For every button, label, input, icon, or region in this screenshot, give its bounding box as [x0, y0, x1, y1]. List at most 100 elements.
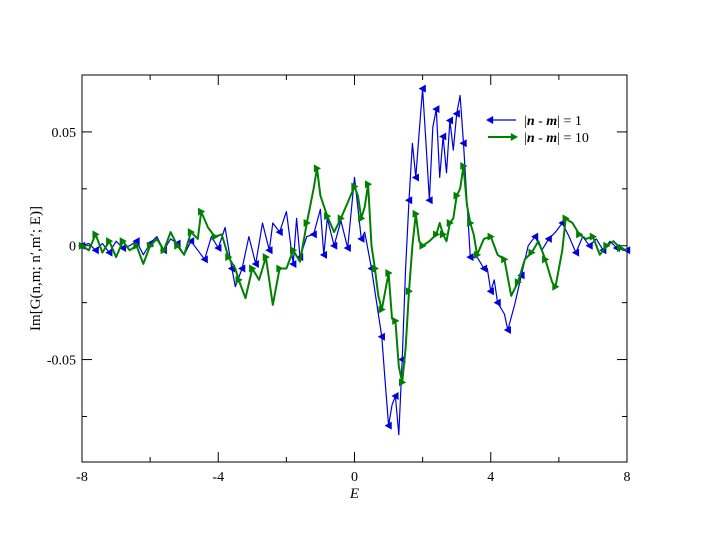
data-point-marker [418, 84, 426, 93]
legend-label-part: | [524, 114, 527, 129]
data-point-marker [531, 232, 539, 241]
data-point-marker [324, 212, 332, 221]
data-point-marker [385, 269, 393, 278]
data-point-marker [425, 196, 433, 205]
data-point-marker [446, 218, 454, 227]
legend-entry-1: |n - m| = 1 [486, 114, 582, 129]
data-point-marker [378, 305, 386, 314]
data-point-marker [562, 214, 570, 223]
data-point-marker [105, 248, 113, 257]
data-point-marker [319, 250, 328, 259]
legend-label-part: - [535, 131, 547, 146]
legend-label: |n - m| = 1 [524, 114, 582, 129]
data-point-marker [460, 162, 468, 171]
data-point-marker [91, 246, 99, 255]
legend-label-part: = 1 [560, 114, 582, 129]
data-point-marker [330, 241, 338, 250]
data-point-marker [433, 230, 441, 239]
data-point-marker [405, 287, 413, 296]
data-point-marker [211, 232, 219, 241]
data-point-marker [214, 244, 222, 253]
data-point-marker [118, 244, 127, 253]
data-point-marker [419, 241, 427, 250]
y-tick-label: 0 [69, 240, 76, 255]
data-point-marker [473, 250, 482, 259]
data-point-marker [616, 244, 625, 253]
data-point-marker [132, 237, 140, 246]
data-point-marker [313, 164, 322, 173]
data-point-marker [174, 241, 182, 250]
data-point-marker [384, 421, 392, 430]
data-point-marker [571, 248, 580, 257]
data-point-marker [106, 237, 114, 246]
data-point-marker [405, 196, 413, 205]
data-point-marker [453, 191, 461, 200]
data-point-marker [343, 244, 351, 253]
x-tick-label: -4 [212, 470, 224, 485]
data-point-marker [364, 180, 373, 189]
data-point-marker [133, 241, 141, 250]
data-point-marker [377, 332, 385, 341]
data-point-marker [439, 132, 447, 141]
data-point-marker [265, 246, 273, 255]
data-point-marker [251, 259, 259, 268]
data-point-marker [309, 230, 317, 239]
data-point-marker [198, 207, 206, 216]
legend-label: |n - m| = 10 [524, 131, 589, 146]
data-point-marker [589, 232, 597, 241]
data-point-marker [249, 264, 257, 273]
series-line [81, 165, 628, 384]
legend-label-part: - [535, 114, 547, 129]
data-point-marker [392, 316, 400, 325]
data-point-marker [411, 173, 420, 182]
series-layer [78, 84, 631, 436]
data-point-marker [398, 378, 407, 387]
data-point-marker [146, 241, 155, 250]
axes: -8 -4 0 4 8 -0.05 0 0.05 E Im[G(n,m; n′,m′; E)] [28, 74, 631, 502]
data-point-marker [92, 230, 100, 239]
x-tick-label: 8 [624, 470, 631, 485]
series-2 [78, 162, 628, 387]
data-point-marker [459, 139, 467, 148]
data-point-marker [351, 182, 359, 191]
data-point-marker [439, 230, 448, 239]
legend-label-part: | [557, 114, 560, 129]
y-tick-label: -0.05 [47, 354, 76, 369]
data-point-marker [412, 209, 420, 218]
data-point-marker [200, 255, 208, 264]
data-point-marker [391, 391, 399, 400]
legend-label-part: m [546, 131, 557, 146]
x-axis-label: E [349, 486, 359, 502]
data-point-marker [187, 228, 195, 237]
legend-entry-2: |n - m| = 10 [488, 131, 589, 146]
y-tick-label: 0.05 [52, 126, 77, 141]
data-point-marker [275, 228, 283, 237]
data-point-marker [160, 246, 168, 255]
data-point-marker [542, 255, 550, 264]
data-point-marker [78, 241, 86, 250]
data-point-marker [238, 264, 246, 273]
data-point-marker [432, 105, 440, 114]
data-point-marker [119, 237, 127, 246]
legend-label-part: | [524, 131, 527, 146]
legend-label-part: | [557, 131, 560, 146]
legend-label-part: n [527, 131, 535, 146]
data-point-marker [552, 282, 560, 291]
x-tick-label: 4 [487, 470, 494, 485]
legend-marker [486, 116, 494, 124]
data-point-marker [276, 264, 284, 273]
x-tick-label: -8 [76, 470, 88, 485]
data-point-marker [503, 325, 511, 334]
data-point-marker [358, 214, 366, 223]
data-point-marker [585, 241, 593, 250]
data-point-marker [493, 298, 501, 307]
legend-label-part: n [527, 114, 535, 129]
data-point-marker [357, 234, 365, 243]
legend-marker [510, 133, 518, 141]
data-point-marker [486, 287, 494, 296]
data-point-marker [337, 214, 345, 223]
legend: |n - m| = 1|n - m| = 10 [486, 114, 589, 146]
data-point-marker [262, 253, 270, 262]
